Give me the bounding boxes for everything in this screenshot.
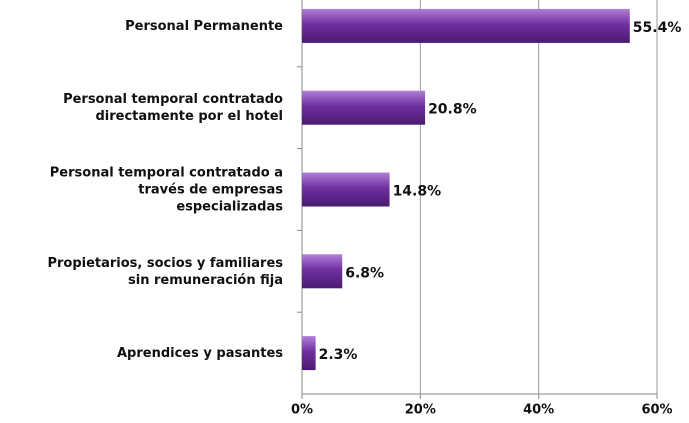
label-line: través de empresas [138, 182, 283, 197]
bar [302, 172, 390, 207]
bar [302, 8, 630, 43]
y-tick-label: Aprendices y pasantes [117, 346, 283, 361]
bar [302, 90, 426, 125]
y-tick-label: Propietarios, socios y familiares sin rem… [47, 255, 283, 287]
x-tick-label: 0% [291, 403, 313, 418]
value-label: 20.8% [428, 102, 477, 118]
label-line: Personal temporal contratado a [50, 165, 283, 180]
x-tick-label: 20% [405, 403, 436, 418]
x-tick-label: 60% [641, 403, 672, 418]
value-label: 2.3% [319, 347, 358, 363]
x-tick-label: 40% [523, 403, 554, 418]
bar [302, 336, 316, 371]
label-line: sin remuneración fija [128, 272, 283, 287]
label-line: Personal temporal contratado [63, 92, 283, 107]
y-tick-label: Personal Permanente [125, 18, 283, 33]
y-tick-label: Personal temporal contratado directamente… [63, 92, 283, 124]
y-tick-label: Personal temporal contratado a través de … [50, 165, 283, 214]
label-line: Personal Permanente [125, 18, 283, 33]
label-line: Propietarios, socios y familiares [47, 255, 283, 270]
value-label: 14.8% [393, 184, 442, 200]
label-line: especializadas [176, 199, 283, 214]
label-line: Aprendices y pasantes [117, 346, 283, 361]
value-label: 6.8% [345, 265, 384, 281]
bar [302, 254, 343, 289]
label-line: directamente por el hotel [95, 109, 283, 124]
value-label: 55.4% [633, 20, 682, 36]
